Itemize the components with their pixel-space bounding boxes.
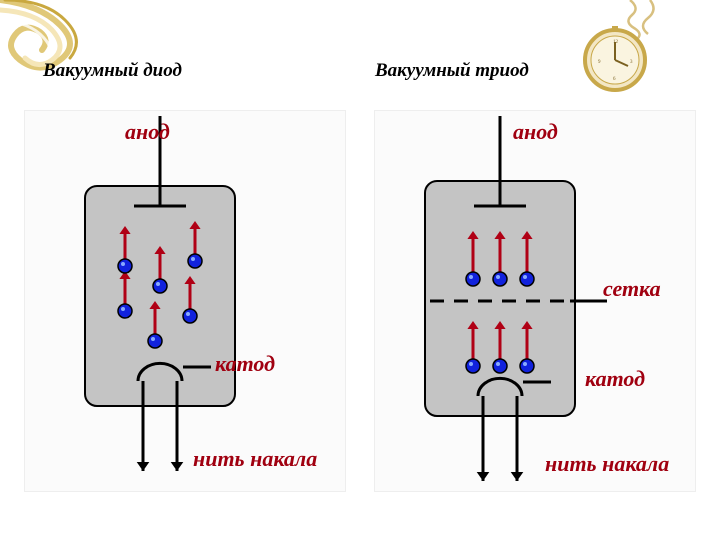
filament-label: нить накала xyxy=(545,451,669,477)
anode-label: анод xyxy=(125,119,170,145)
diode-title: Вакуумный диод xyxy=(15,60,182,82)
cathode-label: катод xyxy=(215,351,275,377)
cathode-label: катод xyxy=(585,366,645,392)
triode-column: Вакуумный триод анод сетка катод нить на… xyxy=(365,60,705,492)
grid-label: сетка xyxy=(603,276,661,302)
diode-column: Вакуумный диод анод катод нить накала xyxy=(15,60,355,492)
triode-title: Вакуумный триод xyxy=(365,60,529,82)
anode-label: анод xyxy=(513,119,558,145)
triode-diagram: анод сетка катод нить накала xyxy=(374,110,696,492)
diagram-columns: Вакуумный диод анод катод нить накала Ва… xyxy=(0,60,720,492)
diode-svg xyxy=(25,111,345,491)
diode-diagram: анод катод нить накала xyxy=(24,110,346,492)
svg-text:12: 12 xyxy=(613,40,619,45)
filament-label: нить накала xyxy=(193,446,317,472)
